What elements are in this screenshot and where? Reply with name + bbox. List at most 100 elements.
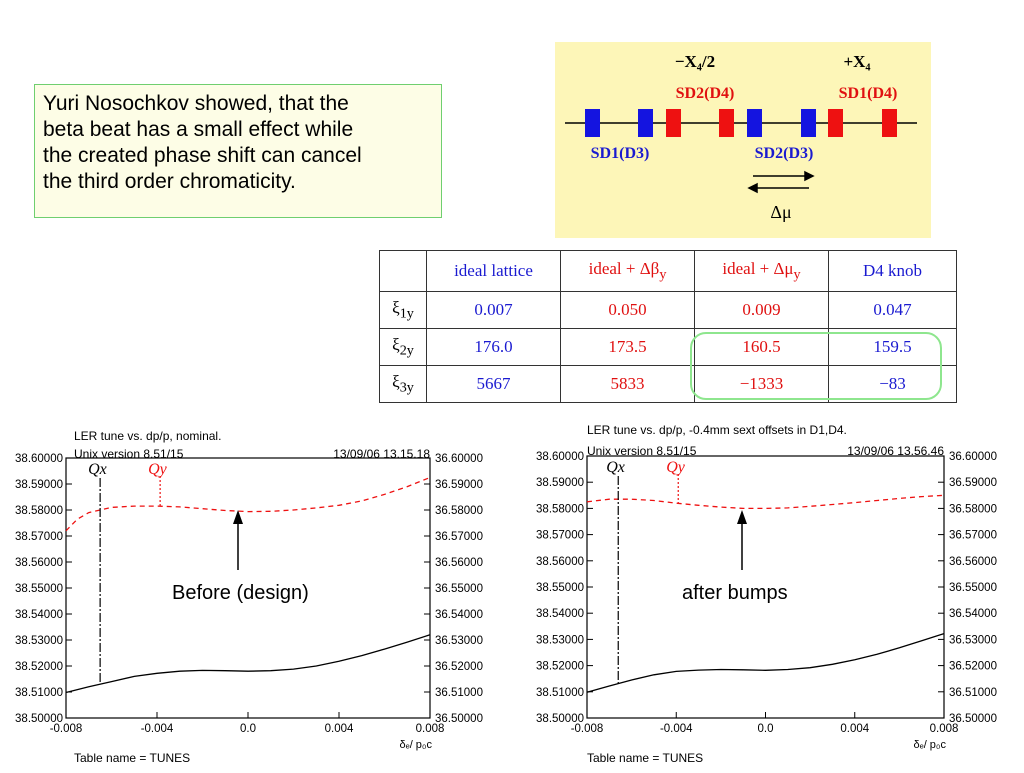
y-tick-label-right: 36.55000 [435,583,483,595]
y-tick-label-right: 36.55000 [949,582,997,594]
y-tick-label-left: 38.56000 [15,557,63,569]
label-delta-mu: Δμ [770,202,791,222]
table-name-label: Table name = TUNES [587,751,703,765]
y-tick-label-right: 36.56000 [435,557,483,569]
x-axis-label: δₑ/ p₀c [913,739,946,751]
y-tick-label-left: 38.50000 [15,713,63,725]
y-tick-label-right: 36.54000 [949,608,997,620]
y-tick-label-right: 36.59000 [949,477,997,489]
y-tick-label-left: 38.57000 [536,530,584,542]
y-tick-label-right: 36.58000 [435,505,483,517]
sextupole-diagram: −X₄/2 +X₄ SD2(D4) SD1(D4) SD1(D3) SD2(D3… [555,42,931,238]
y-tick-label-left: 38.55000 [15,583,63,595]
y-tick-label-left: 38.53000 [536,634,584,646]
x-tick-label: 0.008 [930,723,959,735]
y-tick-label-right: 36.56000 [949,556,997,568]
y-tick-label-right: 36.51000 [949,687,997,699]
y-tick-label-right: 36.57000 [435,531,483,543]
magnet-blue [638,109,653,137]
table-cell: 0.050 [560,291,695,329]
y-tick-label-left: 38.52000 [15,661,63,673]
y-tick-label-right: 36.60000 [435,453,483,465]
tune-plot-offsets-svg: LER tune vs. dp/p, -0.4mm sext offsets i… [536,423,997,765]
series-line-qx [586,632,945,693]
y-tick-label-right: 36.57000 [949,530,997,542]
summary-note: Yuri Nosochkov showed, that the beta bea… [34,84,442,218]
y-tick-label-left: 38.58000 [536,503,584,515]
header-ideal-dmu: ideal + Δμy [694,250,829,292]
y-tick-label-left: 38.60000 [536,451,584,463]
y-tick-label-left: 38.51000 [536,687,584,699]
y-tick-label-right: 36.52000 [435,661,483,673]
magnet-red [828,109,843,137]
y-tick-label-left: 38.52000 [536,661,584,673]
label-sd2-d4: SD2(D4) [676,85,735,102]
x-tick-label: 0.0 [240,723,256,735]
chart-timestamp: 13/09/06 13.15.18 [333,447,430,461]
y-tick-label-left: 38.58000 [15,505,63,517]
label-plus-x4: +X₄ [843,52,870,71]
table-row: ξ2y 176.0 173.5 160.5 159.5 [379,328,957,366]
x-tick-label: 0.008 [416,723,445,735]
chart-timestamp: 13/09/06 13.56.46 [847,444,944,458]
y-tick-label-left: 38.53000 [15,635,63,647]
note-line: Yuri Nosochkov showed, that the [43,92,349,115]
highlight-box [690,332,942,400]
y-tick-label-left: 38.55000 [536,582,584,594]
chart-subtitle: Unix version 8.51/15 [74,447,184,461]
y-tick-label-right: 36.53000 [949,634,997,646]
note-line: beta beat has a small effect while [43,118,354,141]
y-tick-label-right: 36.51000 [435,687,483,699]
series-line-qy [586,494,945,510]
table-cell: 160.5 [694,328,829,366]
label-sd1-d4: SD1(D4) [839,85,898,102]
x-tick-label: -0.004 [660,723,693,735]
x-tick-label: -0.008 [571,723,604,735]
y-tick-label-left: 38.50000 [536,713,584,725]
header-d4-knob: D4 knob [828,250,957,292]
magnet-blue [585,109,600,137]
tune-plot-nominal-svg: LER tune vs. dp/p, nominal. Unix version … [15,429,483,765]
x-tick-label: -0.004 [141,723,174,735]
magnet-red [666,109,681,137]
y-tick-label-right: 36.50000 [435,713,483,725]
table-cell: 0.009 [694,291,829,329]
x-tick-label: 0.0 [758,723,774,735]
x-tick-label: -0.008 [50,723,83,735]
annotation-before: Before (design) [172,582,309,604]
table-corner-cell [379,250,427,292]
magnet-red [719,109,734,137]
table-cell: 5667 [426,365,561,403]
annotation-after: after bumps [682,582,788,604]
table-cell: 5833 [560,365,695,403]
y-tick-label-right: 36.50000 [949,713,997,725]
row-label-xi1y: ξ1y [379,291,427,329]
table-cell: 176.0 [426,328,561,366]
annotation-arrow-head [233,510,243,524]
row-label-xi2y: ξ2y [379,328,427,366]
y-tick-label-right: 36.60000 [949,451,997,463]
y-tick-label-right: 36.54000 [435,609,483,621]
row-label-xi3y: ξ3y [379,365,427,403]
y-tick-label-left: 38.59000 [536,477,584,489]
table-row: ξ1y 0.007 0.050 0.009 0.047 [379,291,957,329]
y-tick-label-left: 38.56000 [536,556,584,568]
magnet-blue [747,109,762,137]
y-tick-label-left: 38.54000 [15,609,63,621]
qy-marker-label: Qy [148,461,168,478]
y-tick-label-right: 36.53000 [435,635,483,647]
table-name-label: Table name = TUNES [74,751,190,765]
tune-plot-nominal: LER tune vs. dp/p, nominal. Unix version … [0,420,512,768]
qx-marker-label: Qx [88,461,107,478]
label-minus-x4-half: −X₄/2 [675,52,715,71]
chart-title: LER tune vs. dp/p, nominal. [74,429,221,443]
double-arrow-icon [747,170,815,194]
magnet-blue [801,109,816,137]
series-line-qy [65,476,431,532]
header-ideal-dbeta: ideal + Δβy [560,250,695,292]
y-tick-label-right: 36.58000 [949,503,997,515]
table-cell: 0.047 [828,291,957,329]
y-tick-label-left: 38.59000 [15,479,63,491]
series-line-qx [65,634,431,694]
y-tick-label-left: 38.60000 [15,453,63,465]
